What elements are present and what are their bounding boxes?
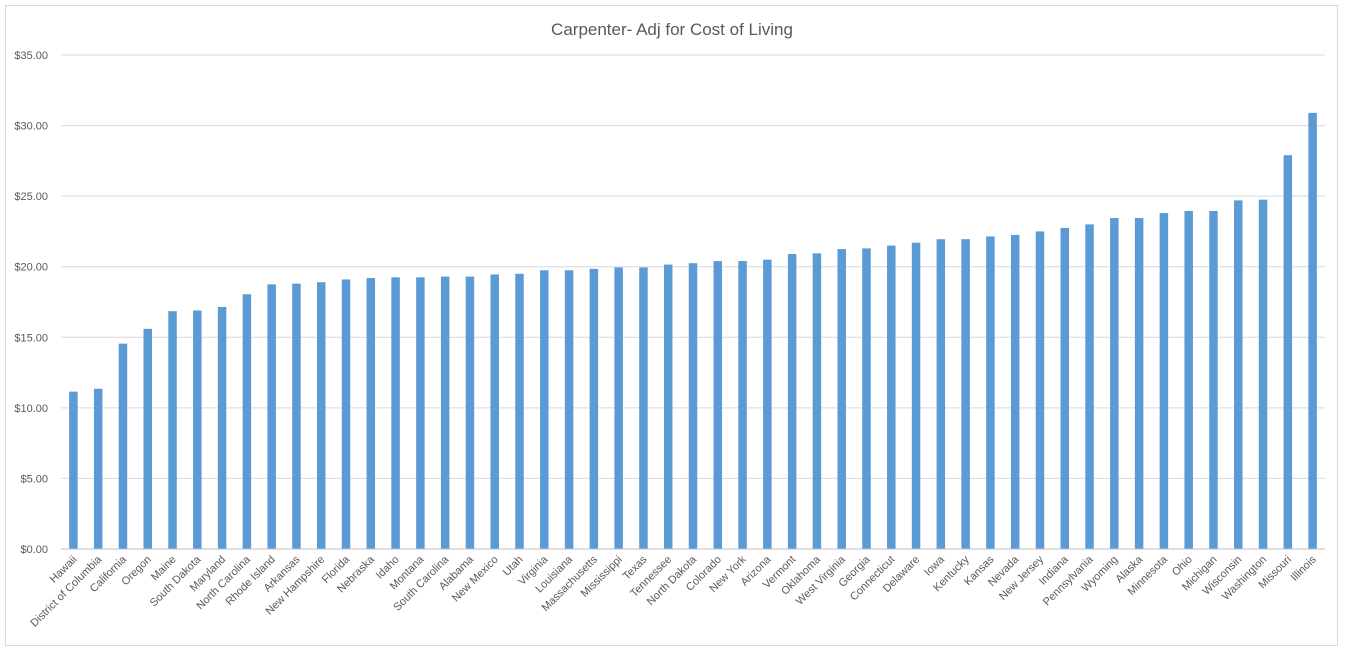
bar — [465, 276, 475, 549]
bar — [961, 239, 970, 550]
bar — [1258, 199, 1268, 549]
bar — [1110, 218, 1119, 549]
bar — [193, 310, 202, 549]
bar-chart: Carpenter- Adj for Cost of Living $0.00$… — [14, 20, 1325, 630]
bars — [69, 112, 1317, 550]
bar — [862, 248, 871, 549]
bar — [1283, 155, 1293, 549]
bar — [143, 328, 152, 549]
bar — [217, 306, 227, 549]
bar — [564, 270, 574, 549]
bar — [366, 278, 376, 549]
bar — [1209, 210, 1218, 549]
x-tick-label: Illinois — [1289, 553, 1319, 583]
bar — [168, 311, 177, 549]
bar — [713, 261, 723, 549]
y-tick-label: $35.00 — [14, 50, 48, 62]
bar — [292, 283, 301, 549]
bar — [738, 261, 747, 549]
bar — [1010, 234, 1020, 549]
bar — [787, 254, 797, 550]
bar — [1308, 112, 1317, 550]
bar — [663, 264, 673, 549]
bar — [837, 249, 846, 550]
bar — [986, 236, 995, 549]
bar — [812, 253, 822, 549]
bar — [490, 274, 499, 549]
bar — [936, 239, 946, 550]
y-tick-label: $15.00 — [14, 332, 48, 344]
bar — [391, 277, 400, 549]
bar — [1085, 224, 1094, 549]
y-tick-label: $30.00 — [14, 121, 48, 133]
bar — [1134, 218, 1144, 549]
bar — [69, 391, 78, 549]
bar — [540, 270, 549, 549]
y-tick-label: $0.00 — [20, 544, 48, 556]
bar — [1159, 213, 1169, 549]
y-tick-label: $25.00 — [14, 191, 48, 203]
bar — [440, 276, 450, 549]
chart-frame: Carpenter- Adj for Cost of Living $0.00 $… — [5, 5, 1338, 646]
bar — [614, 267, 623, 549]
bar — [1184, 210, 1193, 549]
y-axis-tick-labels: $0.00 $5.00 $10.00 $15.00 $20.00 $25.00 $30.00… — [14, 50, 48, 556]
bar — [688, 263, 698, 549]
bar — [93, 388, 103, 549]
bar — [515, 273, 524, 549]
y-tick-label: $5.00 — [20, 473, 48, 485]
bar — [763, 259, 772, 549]
bar — [267, 284, 276, 549]
chart-title: Carpenter- Adj for Cost of Living — [551, 20, 793, 39]
y-tick-label: $10.00 — [14, 403, 48, 415]
bar — [1234, 200, 1243, 549]
bar — [911, 242, 921, 549]
bar — [589, 268, 599, 549]
bar — [639, 267, 648, 549]
y-tick-label: $20.00 — [14, 262, 48, 274]
bar — [416, 277, 425, 549]
bar — [1060, 227, 1070, 549]
bar — [887, 245, 896, 550]
bar — [242, 294, 252, 549]
bar — [1035, 231, 1045, 549]
bar — [118, 343, 128, 549]
bar — [341, 279, 351, 549]
bar — [316, 282, 326, 549]
